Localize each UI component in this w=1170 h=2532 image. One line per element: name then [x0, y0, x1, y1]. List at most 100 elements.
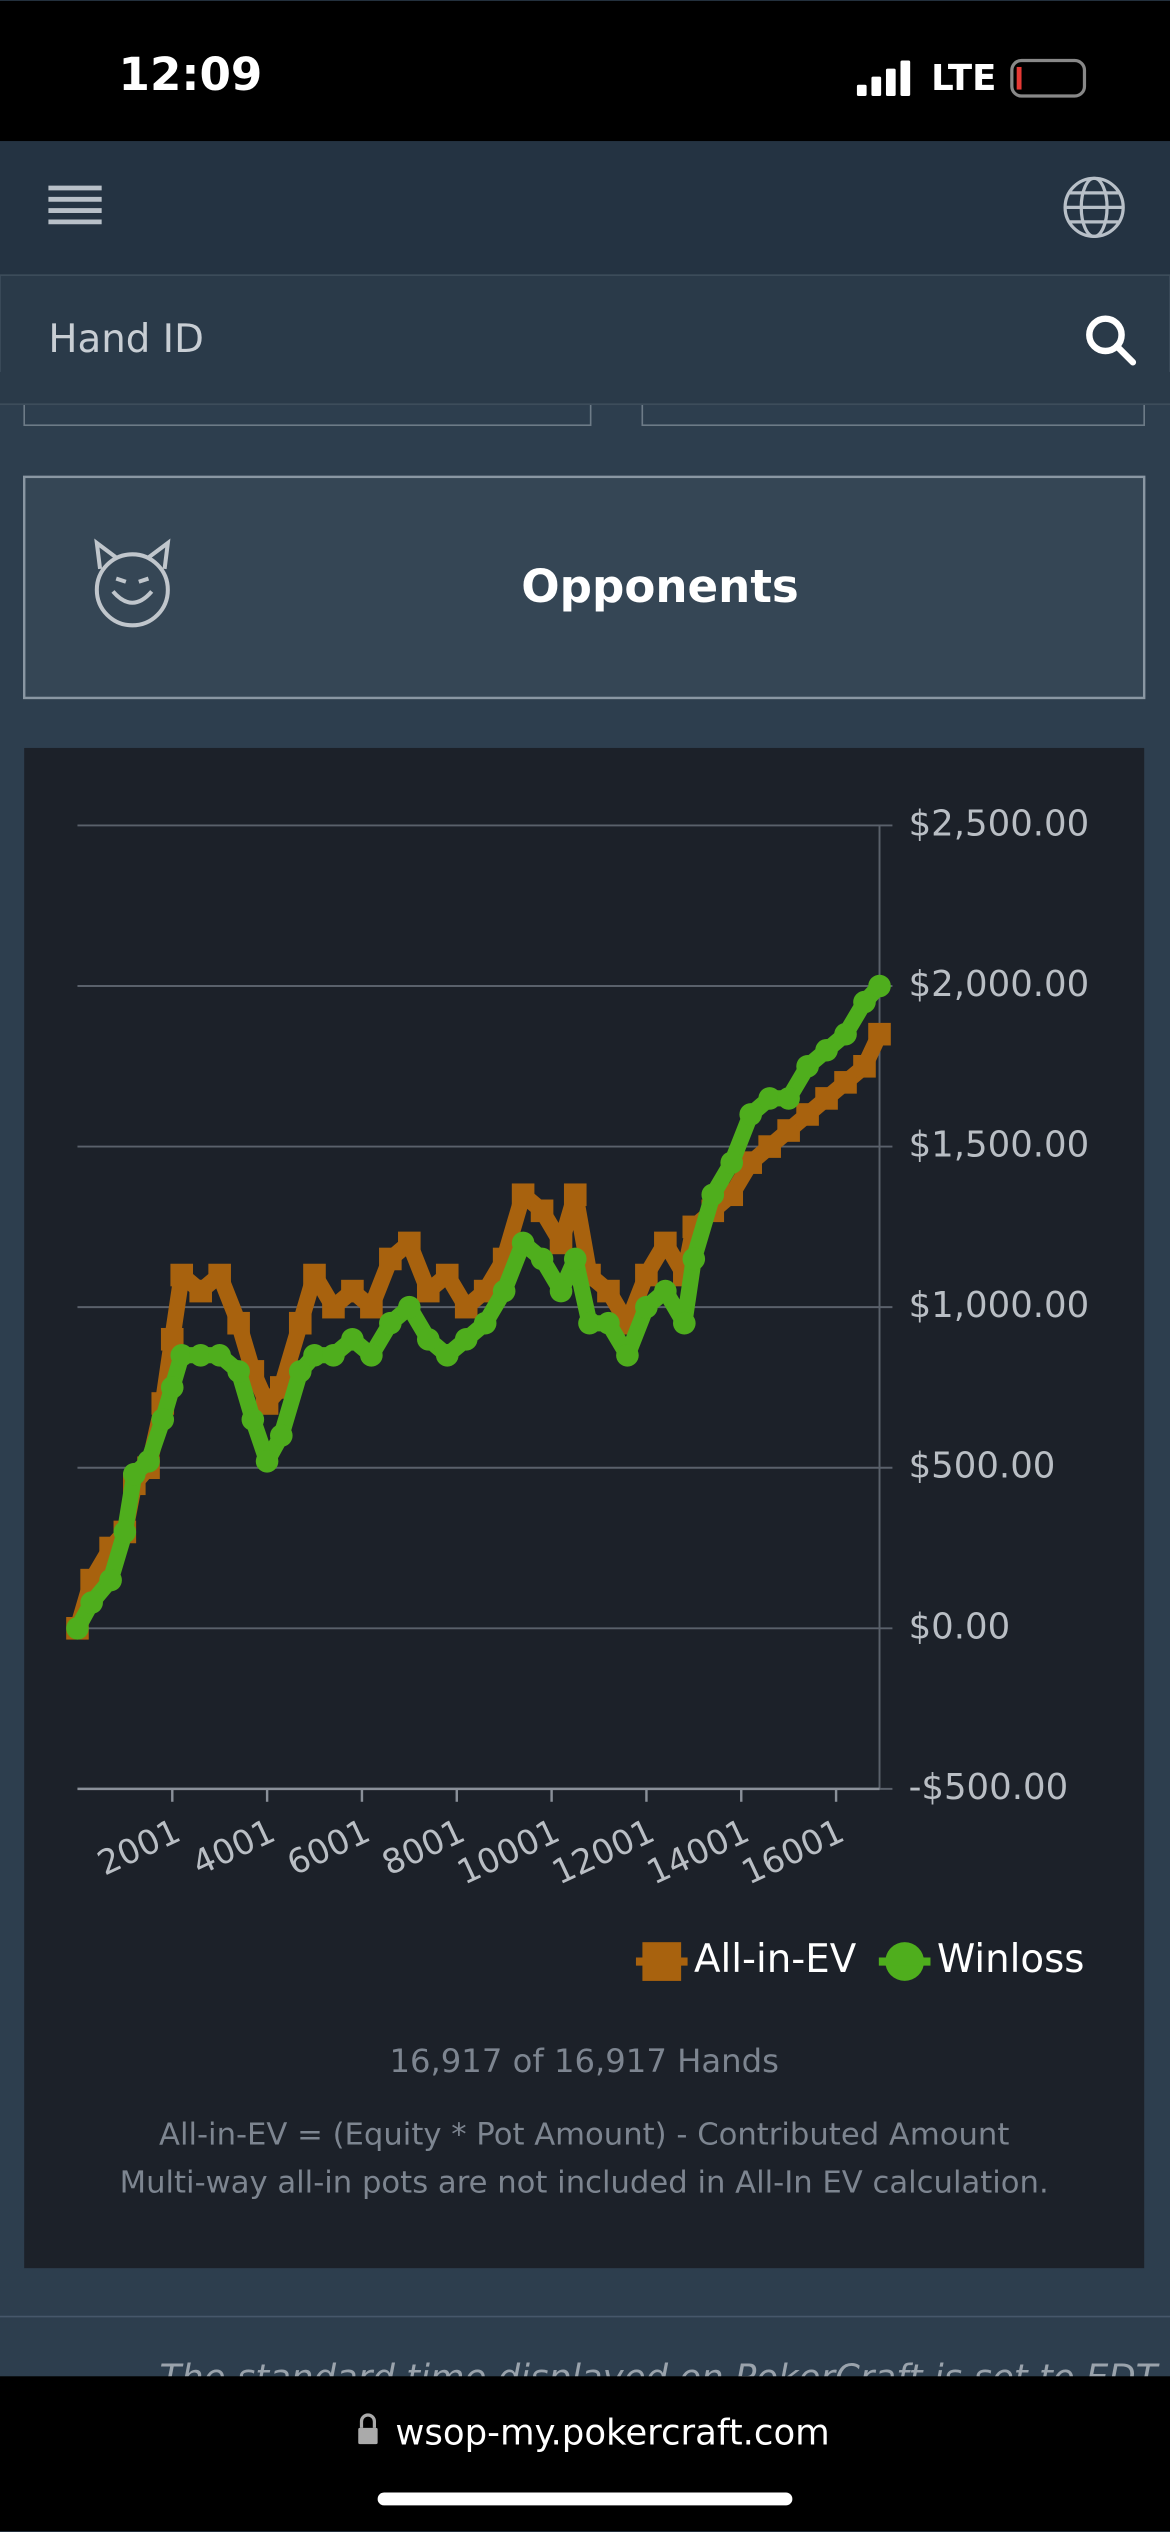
search-input[interactable]: Hand ID — [48, 317, 204, 362]
status-bar — [0, 0, 1170, 142]
marker — [739, 1103, 762, 1126]
marker — [563, 1247, 587, 1271]
marker — [578, 1311, 601, 1335]
marker — [137, 1450, 160, 1473]
marker — [834, 1022, 857, 1046]
network: LTE — [931, 58, 996, 99]
marker — [654, 1231, 677, 1255]
opponents-label: Opponents — [521, 560, 799, 613]
marker — [398, 1295, 421, 1319]
marker — [360, 1344, 383, 1367]
marker — [379, 1311, 402, 1335]
marker — [269, 1424, 293, 1447]
marker — [549, 1231, 573, 1255]
marker — [435, 1263, 459, 1287]
y-tick-label: $0.00 — [909, 1606, 1011, 1647]
marker — [170, 1344, 194, 1367]
marker — [227, 1360, 250, 1383]
search-button[interactable] — [1086, 315, 1137, 366]
signal-icon — [856, 60, 911, 96]
menu-button[interactable] — [48, 185, 102, 225]
search-bar-edge — [0, 371, 1170, 405]
marker — [473, 1311, 497, 1335]
marker — [255, 1450, 279, 1473]
marker — [189, 1344, 212, 1367]
legend-label: All-in-EV — [694, 1937, 857, 1982]
opponents-button[interactable] — [22, 475, 1146, 700]
marker — [777, 1087, 800, 1110]
marker — [80, 1591, 103, 1614]
marker — [530, 1247, 554, 1271]
marker — [341, 1327, 364, 1351]
marker — [777, 1119, 800, 1142]
nav-bar — [0, 141, 1170, 276]
marker — [151, 1408, 175, 1431]
language-button[interactable] — [1063, 176, 1125, 239]
chart-panel — [24, 747, 1145, 2269]
marker — [758, 1135, 781, 1158]
marker — [853, 990, 876, 1014]
marker — [635, 1295, 658, 1319]
home-indicator — [377, 2492, 793, 2506]
marker — [360, 1295, 383, 1319]
marker — [288, 1360, 312, 1383]
marker — [322, 1295, 345, 1319]
y-tick-label: $1,000.00 — [909, 1285, 1090, 1326]
battery-level — [1016, 66, 1022, 90]
marker — [720, 1183, 744, 1207]
marker — [868, 974, 891, 998]
y-tick-label: $1,500.00 — [909, 1125, 1090, 1166]
hands-count: 16,917 of 16,917 Hands — [389, 2042, 778, 2080]
marker — [720, 1151, 744, 1174]
marker — [303, 1344, 326, 1367]
marker — [416, 1327, 440, 1351]
note: Multi-way all-in pots are not included i… — [120, 2166, 1049, 2201]
marker — [379, 1247, 402, 1271]
marker — [99, 1568, 122, 1592]
marker — [170, 1263, 194, 1287]
browser-bar — [0, 2376, 1170, 2532]
marker — [701, 1183, 725, 1207]
url[interactable]: wsop-my.pokercraft.com — [395, 2412, 829, 2453]
marker — [473, 1279, 497, 1303]
legend-label: Winloss — [937, 1937, 1085, 1982]
marker — [853, 1054, 876, 1078]
marker — [616, 1344, 639, 1367]
marker — [530, 1199, 554, 1223]
marker — [113, 1520, 137, 1544]
marker — [739, 1151, 762, 1174]
marker — [758, 1087, 781, 1110]
marker — [227, 1311, 250, 1335]
marker — [815, 1087, 838, 1110]
marker — [322, 1344, 345, 1367]
marker — [654, 1279, 677, 1303]
marker — [454, 1327, 478, 1351]
marker — [454, 1295, 478, 1319]
opponents-icon — [94, 538, 171, 628]
marker — [160, 1376, 184, 1399]
marker — [834, 1071, 857, 1094]
marker — [492, 1279, 516, 1303]
marker — [511, 1183, 535, 1207]
y-tick-label: -$500.00 — [909, 1767, 1069, 1808]
marker — [435, 1344, 459, 1367]
y-tick-label: $2,500.00 — [909, 803, 1090, 844]
marker — [303, 1263, 326, 1287]
marker — [398, 1231, 421, 1255]
marker — [66, 1617, 89, 1640]
marker — [241, 1408, 265, 1431]
marker — [635, 1263, 658, 1287]
y-tick-label: $2,000.00 — [909, 964, 1090, 1005]
marker — [868, 1022, 891, 1046]
marker — [597, 1279, 620, 1303]
marker — [682, 1247, 706, 1271]
marker — [597, 1311, 620, 1335]
marker — [208, 1344, 231, 1367]
marker — [208, 1263, 231, 1287]
marker — [673, 1311, 696, 1335]
marker — [189, 1279, 212, 1303]
time: 12:09 — [119, 48, 263, 101]
y-tick-label: $500.00 — [909, 1446, 1056, 1487]
